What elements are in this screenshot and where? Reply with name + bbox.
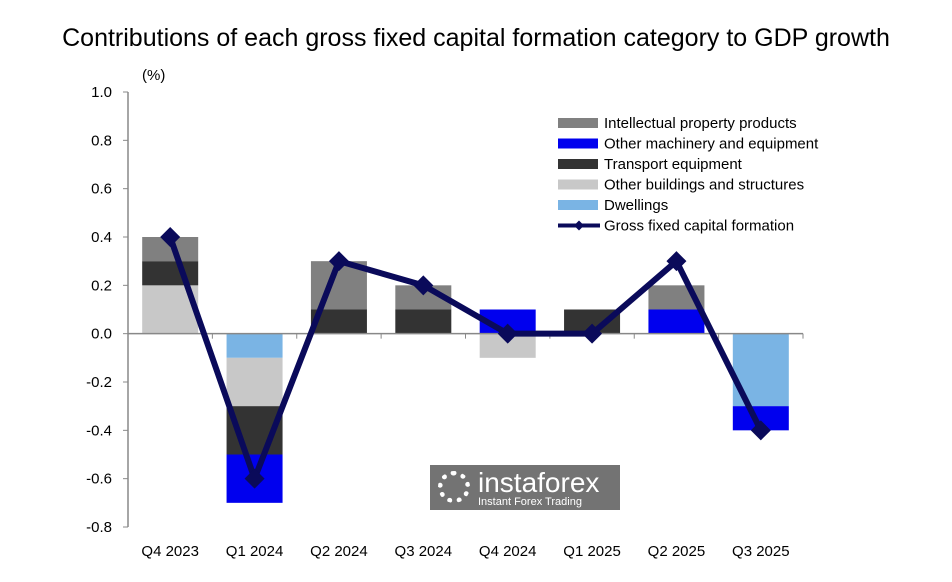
watermark-brand: instaforex [478,467,600,498]
x-tick-label: Q4 2024 [479,543,537,560]
gfcf-marker [244,468,265,489]
gfcf-line [167,236,764,482]
bar-segment [648,309,705,334]
legend-label: Intellectual property products [604,115,797,132]
chart-title: Contributions of each gross fixed capita… [62,24,890,52]
x-tick-label: Q1 2025 [563,543,621,560]
legend-swatch [558,118,598,128]
legend-swatch [558,179,598,190]
x-tick-label: Q4 2023 [141,543,199,560]
gfcf-marker [666,251,687,272]
y-tick-label: 0.2 [91,277,112,294]
x-tick-label: Q3 2024 [395,543,453,560]
x-tick-label: Q3 2025 [732,543,790,560]
x-tick-label: Q2 2024 [310,543,368,560]
gfcf-marker [160,227,181,247]
gfcf-marker [413,275,434,296]
bar-segment [142,261,199,286]
legend-label: Transport equipment [604,156,743,173]
y-tick-label: -0.8 [86,519,112,536]
gfcf-marker [582,323,603,344]
legend-marker [574,220,584,231]
legend-swatch [558,200,598,210]
y-tick-label: 0.8 [91,132,112,149]
y-tick-label: 1.0 [91,84,112,101]
watermark-tagline: Instant Forex Trading [478,496,582,508]
legend-label: Other machinery and equipment [604,136,819,153]
legend-swatch [558,138,598,149]
y-tick-label: 0.6 [91,181,112,198]
y-tick-label: -0.6 [86,471,112,488]
y-axis-unit: (%) [142,67,165,84]
bar-segment [395,309,452,334]
y-tick-label: -0.2 [86,374,112,391]
legend-swatch [558,159,598,169]
legend-label: Other buildings and structures [604,177,804,194]
y-tick-label: -0.4 [86,422,112,439]
gfcf-marker [750,420,771,441]
legend-label: Gross fixed capital formation [604,218,794,235]
y-tick-label: 0.0 [91,326,112,343]
x-tick-label: Q2 2025 [648,543,706,560]
legend-label: Dwellings [604,197,668,214]
gfcf-marker [328,251,349,272]
gfcf-marker [497,323,518,344]
x-tick-label: Q1 2024 [226,543,284,560]
bar-segment [226,357,283,407]
watermark: instaforex Instant Forex Trading [430,465,620,510]
gear-logo-icon [438,471,470,503]
y-tick-label: 0.4 [91,229,112,246]
bar-segment [226,333,283,358]
